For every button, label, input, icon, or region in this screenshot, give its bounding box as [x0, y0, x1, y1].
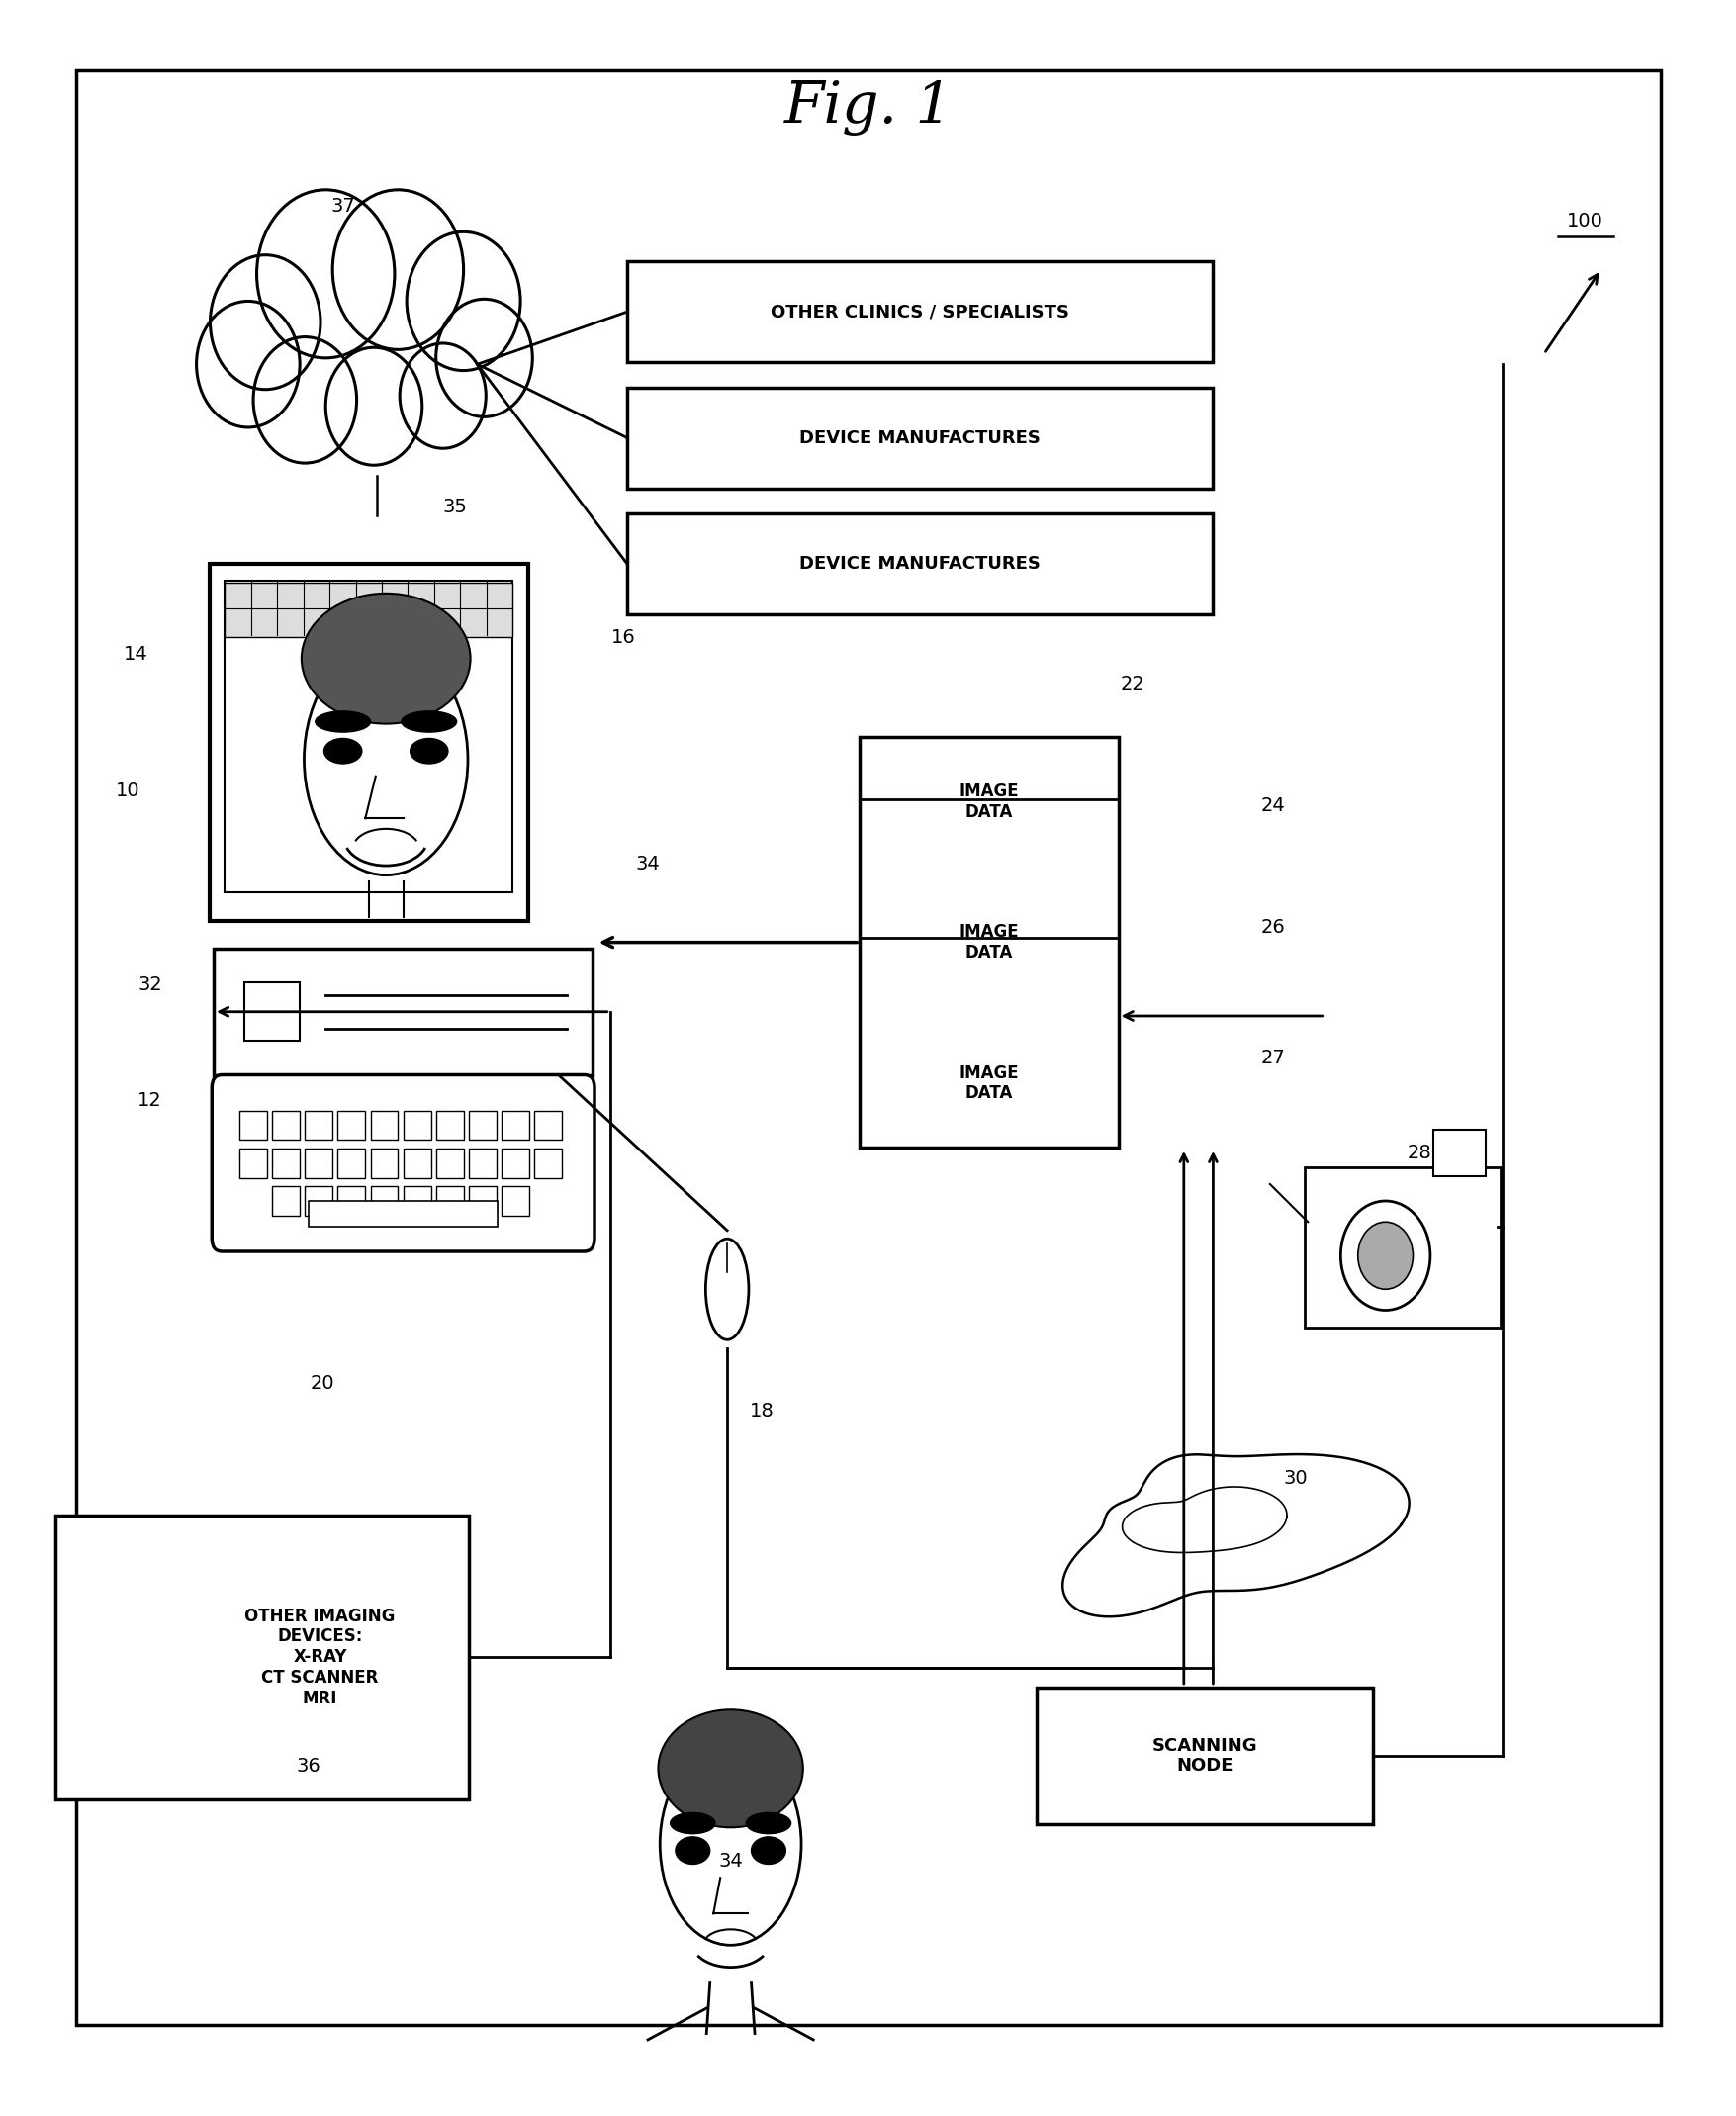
- FancyBboxPatch shape: [403, 1111, 431, 1141]
- FancyBboxPatch shape: [502, 1187, 529, 1217]
- Circle shape: [196, 300, 300, 427]
- Circle shape: [325, 347, 422, 466]
- FancyBboxPatch shape: [337, 1149, 365, 1179]
- FancyBboxPatch shape: [306, 1149, 332, 1179]
- FancyBboxPatch shape: [502, 1149, 529, 1179]
- FancyBboxPatch shape: [224, 582, 512, 637]
- Circle shape: [406, 233, 521, 370]
- FancyBboxPatch shape: [212, 1075, 594, 1251]
- Circle shape: [436, 298, 533, 417]
- FancyBboxPatch shape: [436, 1187, 464, 1217]
- FancyBboxPatch shape: [210, 565, 528, 920]
- Text: 16: 16: [611, 628, 635, 647]
- FancyBboxPatch shape: [224, 580, 512, 893]
- Text: DEVICE MANUFACTURES: DEVICE MANUFACTURES: [799, 430, 1040, 446]
- FancyBboxPatch shape: [469, 1149, 496, 1179]
- FancyBboxPatch shape: [337, 1187, 365, 1217]
- Ellipse shape: [746, 1813, 790, 1835]
- FancyBboxPatch shape: [436, 1111, 464, 1141]
- FancyBboxPatch shape: [370, 1187, 398, 1217]
- Text: 12: 12: [137, 1090, 161, 1109]
- Ellipse shape: [401, 711, 457, 732]
- Ellipse shape: [658, 1710, 802, 1828]
- Text: 18: 18: [748, 1401, 774, 1420]
- FancyBboxPatch shape: [240, 1149, 267, 1179]
- Ellipse shape: [316, 711, 370, 732]
- Text: 27: 27: [1260, 1050, 1285, 1066]
- Text: 28: 28: [1406, 1143, 1432, 1162]
- Circle shape: [399, 343, 486, 449]
- FancyBboxPatch shape: [1036, 1689, 1371, 1824]
- Circle shape: [253, 336, 356, 463]
- FancyBboxPatch shape: [306, 1111, 332, 1141]
- Text: 20: 20: [309, 1375, 335, 1392]
- FancyBboxPatch shape: [56, 1515, 469, 1799]
- Text: 32: 32: [137, 975, 161, 995]
- FancyBboxPatch shape: [469, 1187, 496, 1217]
- Text: 14: 14: [123, 645, 148, 664]
- Text: IMAGE
DATA: IMAGE DATA: [958, 1064, 1019, 1102]
- FancyBboxPatch shape: [273, 1149, 300, 1179]
- FancyBboxPatch shape: [627, 387, 1212, 489]
- Text: 26: 26: [1260, 918, 1285, 937]
- Text: 34: 34: [635, 855, 660, 874]
- FancyBboxPatch shape: [214, 948, 592, 1075]
- Text: SCANNING
NODE: SCANNING NODE: [1151, 1737, 1257, 1775]
- FancyBboxPatch shape: [403, 1149, 431, 1179]
- Ellipse shape: [660, 1744, 800, 1945]
- FancyBboxPatch shape: [309, 1202, 498, 1225]
- FancyBboxPatch shape: [1304, 1168, 1500, 1327]
- FancyBboxPatch shape: [403, 1187, 431, 1217]
- Text: 37: 37: [330, 197, 354, 216]
- Text: OTHER IMAGING
DEVICES:
X-RAY
CT SCANNER
MRI: OTHER IMAGING DEVICES: X-RAY CT SCANNER …: [245, 1606, 396, 1708]
- Ellipse shape: [675, 1837, 710, 1864]
- FancyBboxPatch shape: [1432, 1130, 1484, 1176]
- FancyBboxPatch shape: [370, 1149, 398, 1179]
- FancyBboxPatch shape: [273, 1111, 300, 1141]
- Text: 34: 34: [719, 1852, 743, 1871]
- Circle shape: [1358, 1221, 1413, 1289]
- FancyBboxPatch shape: [370, 1111, 398, 1141]
- Text: 100: 100: [1566, 212, 1602, 231]
- Text: 30: 30: [1283, 1469, 1307, 1488]
- Text: 36: 36: [297, 1756, 321, 1775]
- Ellipse shape: [752, 1837, 785, 1864]
- Circle shape: [1340, 1202, 1429, 1310]
- Text: DEVICE MANUFACTURES: DEVICE MANUFACTURES: [799, 554, 1040, 573]
- FancyBboxPatch shape: [436, 1149, 464, 1179]
- Text: 22: 22: [1120, 675, 1144, 694]
- FancyBboxPatch shape: [240, 1111, 267, 1141]
- FancyBboxPatch shape: [627, 514, 1212, 614]
- Ellipse shape: [670, 1813, 715, 1835]
- Ellipse shape: [304, 643, 467, 876]
- FancyBboxPatch shape: [859, 736, 1118, 1147]
- FancyBboxPatch shape: [627, 260, 1212, 362]
- Ellipse shape: [705, 1238, 748, 1339]
- FancyBboxPatch shape: [469, 1111, 496, 1141]
- FancyBboxPatch shape: [535, 1149, 561, 1179]
- Polygon shape: [1062, 1454, 1408, 1617]
- Text: 24: 24: [1260, 796, 1285, 815]
- FancyBboxPatch shape: [273, 1187, 300, 1217]
- FancyBboxPatch shape: [306, 1187, 332, 1217]
- FancyBboxPatch shape: [535, 1111, 561, 1141]
- Text: Fig. 1: Fig. 1: [783, 80, 953, 135]
- Ellipse shape: [302, 592, 470, 724]
- Ellipse shape: [323, 738, 361, 764]
- FancyBboxPatch shape: [337, 1111, 365, 1141]
- Text: IMAGE
DATA: IMAGE DATA: [958, 783, 1019, 821]
- Text: 10: 10: [115, 781, 139, 800]
- Circle shape: [257, 190, 394, 358]
- FancyBboxPatch shape: [502, 1111, 529, 1141]
- Text: OTHER CLINICS / SPECIALISTS: OTHER CLINICS / SPECIALISTS: [771, 303, 1069, 322]
- FancyBboxPatch shape: [245, 982, 300, 1041]
- Circle shape: [332, 190, 464, 349]
- Ellipse shape: [410, 738, 448, 764]
- Text: 35: 35: [443, 497, 467, 516]
- Circle shape: [210, 254, 321, 389]
- Text: IMAGE
DATA: IMAGE DATA: [958, 923, 1019, 961]
